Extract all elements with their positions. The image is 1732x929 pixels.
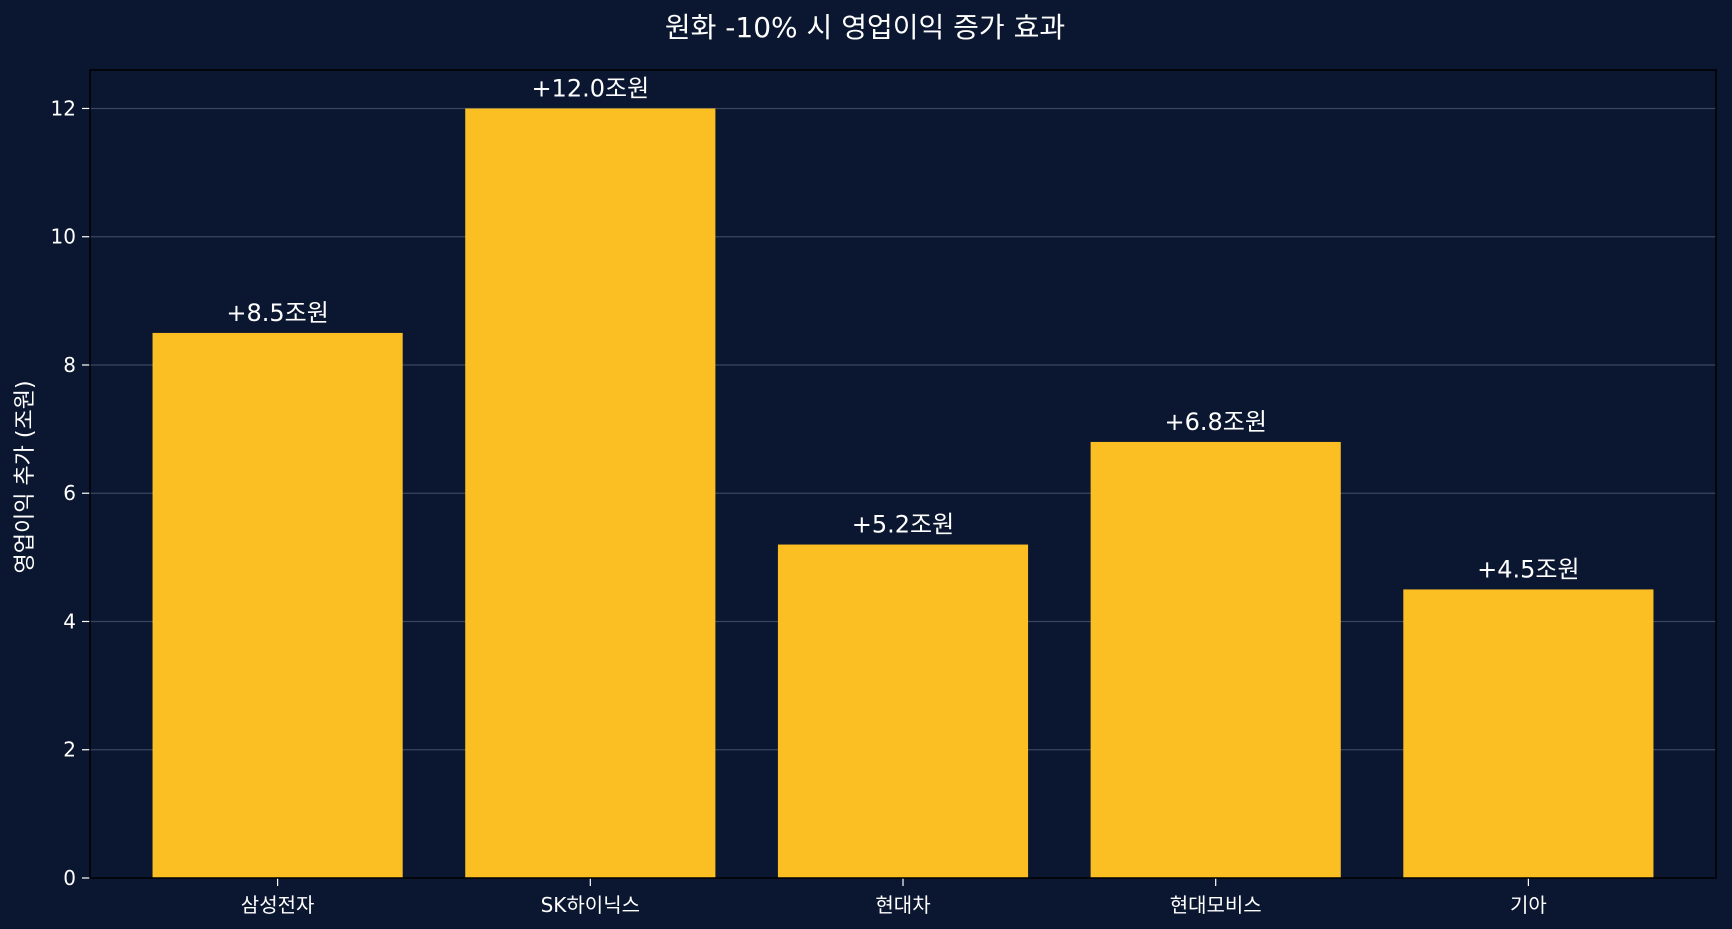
bar: [465, 108, 716, 878]
data-label: +4.5조원: [1477, 555, 1579, 583]
bar: [1403, 589, 1654, 878]
data-label: +12.0조원: [531, 74, 649, 102]
y-tick-label: 4: [63, 609, 76, 633]
plot-frame: [89, 69, 1717, 879]
y-tick-label: 8: [63, 353, 76, 377]
y-tick-label: 12: [51, 96, 76, 120]
data-label: +6.8조원: [1164, 408, 1266, 436]
bar: [152, 332, 403, 878]
y-tick-label: 10: [51, 225, 76, 249]
x-tick-label: 현대모비스: [1170, 893, 1262, 917]
data-label: +8.5조원: [226, 299, 328, 327]
x-tick-label: 삼성전자: [241, 893, 315, 917]
data-label: +5.2조원: [852, 511, 954, 539]
x-tick-label: 기아: [1510, 893, 1547, 917]
bar: [777, 544, 1029, 878]
y-tick-label: 2: [63, 738, 76, 762]
x-tick-label: SK하이닉스: [541, 893, 640, 917]
y-tick-label: 0: [63, 866, 76, 890]
bar: [1090, 441, 1341, 878]
chart-title: 원화 -10% 시 영업이익 증가 효과: [665, 11, 1065, 44]
y-tick-label: 6: [63, 481, 76, 505]
x-tick-label: 현대차: [875, 893, 930, 917]
bars: [152, 108, 1654, 878]
axes: [82, 69, 1717, 886]
y-axis-label: 영업이익 추가 (조원): [13, 380, 38, 573]
